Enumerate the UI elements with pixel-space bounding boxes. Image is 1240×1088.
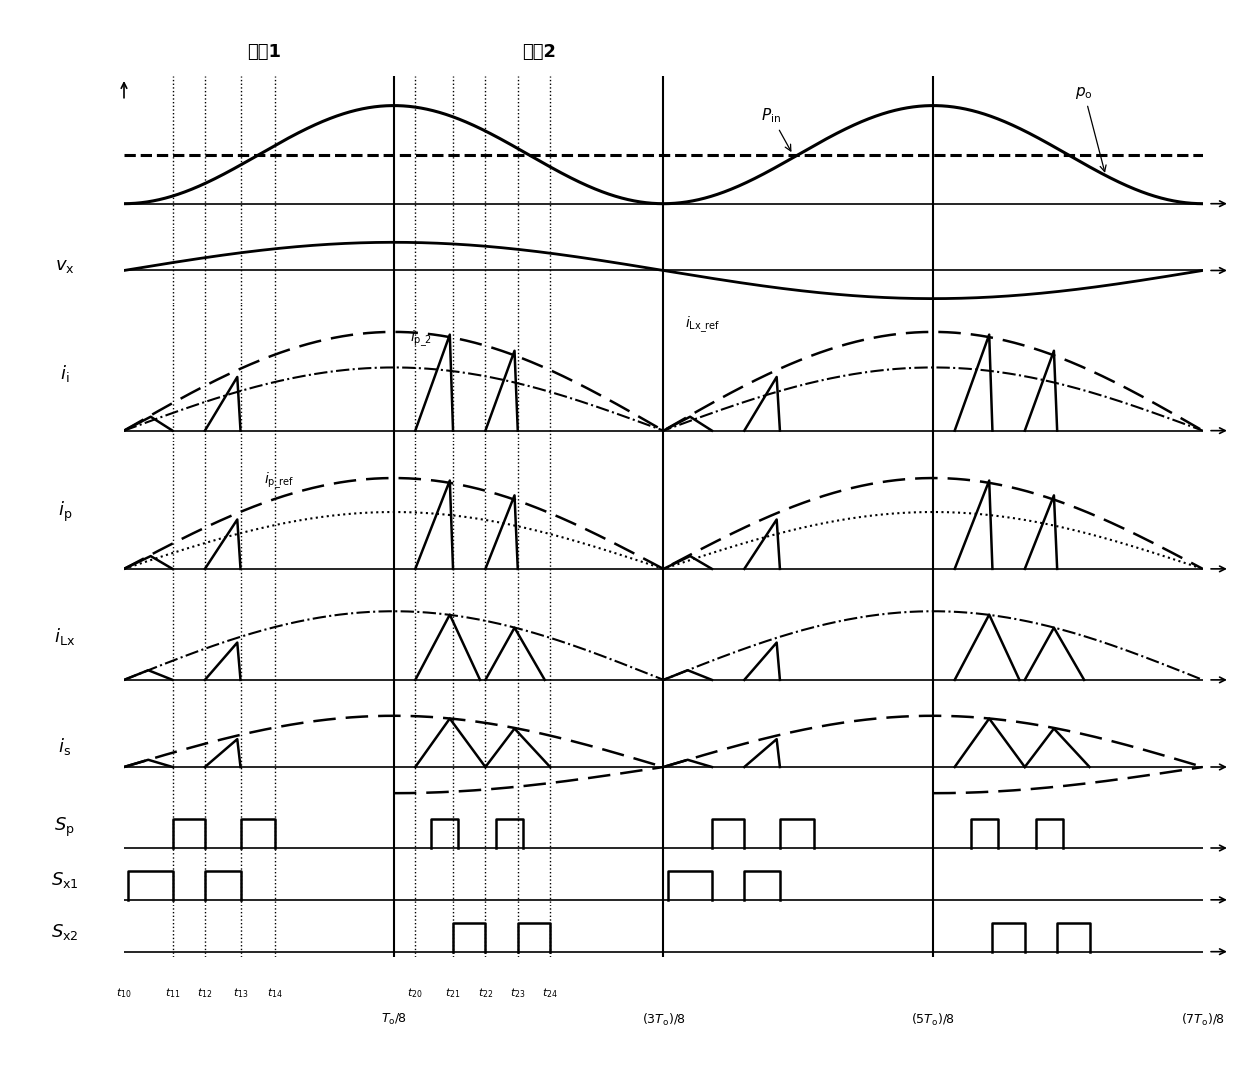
Text: $i_{\mathrm{i}}$: $i_{\mathrm{i}}$ xyxy=(60,363,69,384)
Text: $i_{\mathrm{p\_2}}$: $i_{\mathrm{p\_2}}$ xyxy=(410,329,432,349)
Text: $t_{22}$: $t_{22}$ xyxy=(477,986,494,1000)
Text: $(3T_{\mathrm{o}})/8$: $(3T_{\mathrm{o}})/8$ xyxy=(641,1012,686,1028)
Text: $P_{\mathrm{in}}$: $P_{\mathrm{in}}$ xyxy=(761,107,791,151)
Text: $t_{20}$: $t_{20}$ xyxy=(408,986,423,1000)
Text: 模兤1: 模兤1 xyxy=(247,42,281,61)
Text: $p_{\mathrm{o}}$: $p_{\mathrm{o}}$ xyxy=(1075,85,1106,172)
Text: $v_{\mathrm{x}}$: $v_{\mathrm{x}}$ xyxy=(55,257,74,275)
Text: $t_{12}$: $t_{12}$ xyxy=(197,986,212,1000)
Text: $i_{\mathrm{p}}$: $i_{\mathrm{p}}$ xyxy=(57,499,72,523)
Text: $t_{14}$: $t_{14}$ xyxy=(267,986,283,1000)
Text: $T_{\mathrm{o}}/8$: $T_{\mathrm{o}}/8$ xyxy=(381,1012,407,1027)
Text: $t_{11}$: $t_{11}$ xyxy=(165,986,180,1000)
Text: $i_{\mathrm{s}}$: $i_{\mathrm{s}}$ xyxy=(58,737,71,757)
Text: $t_{24}$: $t_{24}$ xyxy=(542,986,558,1000)
Text: $i_{\mathrm{Lx}}$: $i_{\mathrm{Lx}}$ xyxy=(55,626,76,646)
Text: $S_{\mathrm{x2}}$: $S_{\mathrm{x2}}$ xyxy=(51,922,78,941)
Text: $(7T_{\mathrm{o}})/8$: $(7T_{\mathrm{o}})/8$ xyxy=(1180,1012,1225,1028)
Text: $t_{21}$: $t_{21}$ xyxy=(445,986,461,1000)
Text: $t_{23}$: $t_{23}$ xyxy=(510,986,526,1000)
Text: $(5T_{\mathrm{o}})/8$: $(5T_{\mathrm{o}})/8$ xyxy=(911,1012,955,1028)
Text: $t_{10}$: $t_{10}$ xyxy=(117,986,131,1000)
Text: 模兤2: 模兤2 xyxy=(522,42,557,61)
Text: $i_{\mathrm{Lx\_ref}}$: $i_{\mathrm{Lx\_ref}}$ xyxy=(684,314,720,335)
Text: $i_{\mathrm{p\_ref}}$: $i_{\mathrm{p\_ref}}$ xyxy=(264,471,295,492)
Text: $S_{\mathrm{p}}$: $S_{\mathrm{p}}$ xyxy=(55,816,76,840)
Text: $S_{\mathrm{x1}}$: $S_{\mathrm{x1}}$ xyxy=(51,869,78,890)
Text: $t_{13}$: $t_{13}$ xyxy=(233,986,248,1000)
